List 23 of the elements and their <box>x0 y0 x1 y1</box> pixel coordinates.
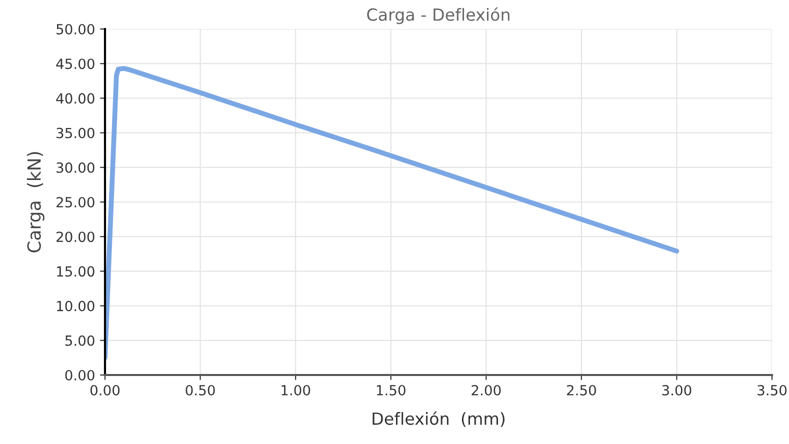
x-tick-label: 0.50 <box>186 384 215 396</box>
y-tick-label: 20.00 <box>56 232 94 242</box>
y-tick-label: 35.00 <box>56 128 94 138</box>
y-tick-label: 45.00 <box>56 58 94 70</box>
y-tick-label: 40.00 <box>56 93 94 104</box>
y-tick-label: 50.00 <box>56 24 94 34</box>
y-tick-label: 10.00 <box>57 300 94 312</box>
x-tick-label: 1.00 <box>282 384 310 396</box>
y-tick-label: 15.00 <box>57 266 94 277</box>
x-tick-label: 3.50 <box>758 384 787 396</box>
x-tick-label: 1.50 <box>376 384 406 396</box>
y-tick-label: 25.00 <box>56 196 94 208</box>
y-tick-label: 30.00 <box>56 162 94 173</box>
chart-title: Carga - Deflexión <box>367 7 510 24</box>
line-series <box>105 66 680 360</box>
x-tick-label: 3.00 <box>662 384 692 396</box>
x-tick-label: 0.00 <box>90 384 120 396</box>
y-axis-title: Carga (kN) <box>26 152 44 252</box>
x-tick-label: 2.50 <box>566 384 596 396</box>
x-tick-label: 2.00 <box>472 384 501 396</box>
x-axis-title: Deflexión (mm) <box>372 411 505 427</box>
y-tick-label: 5.00 <box>65 335 94 346</box>
y-tick-label: 0.00 <box>65 370 94 380</box>
